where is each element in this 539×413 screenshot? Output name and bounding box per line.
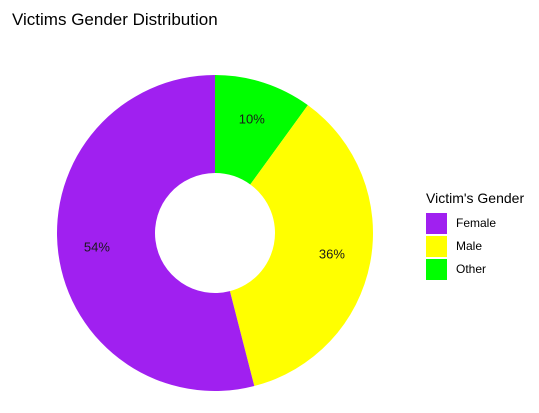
slice-label-other: 10%	[239, 111, 265, 126]
legend-swatch	[426, 213, 447, 234]
legend-item-male: Male	[426, 235, 524, 258]
legend-title: Victim's Gender	[426, 190, 525, 206]
slice-other	[215, 75, 308, 185]
slice-label-female: 54%	[84, 239, 110, 254]
donut-slices	[56, 75, 373, 392]
legend: Victim's Gender Female Male Other	[426, 189, 524, 281]
legend-item-female: Female	[426, 212, 524, 235]
legend-label: Male	[456, 239, 483, 253]
slice-label-male: 36%	[319, 247, 345, 262]
legend-label: Female	[456, 216, 497, 230]
legend-swatch	[426, 236, 447, 257]
legend-label: Other	[456, 262, 487, 276]
slice-female	[56, 75, 255, 392]
legend-items: Female Male Other	[426, 212, 524, 281]
legend-swatch	[426, 259, 447, 280]
slice-male	[229, 105, 373, 387]
donut-slice-labels: 10% 36% 54%	[84, 111, 345, 261]
chart-title: Victims Gender Distribution	[12, 10, 218, 29]
legend-item-other: Other	[426, 258, 524, 281]
